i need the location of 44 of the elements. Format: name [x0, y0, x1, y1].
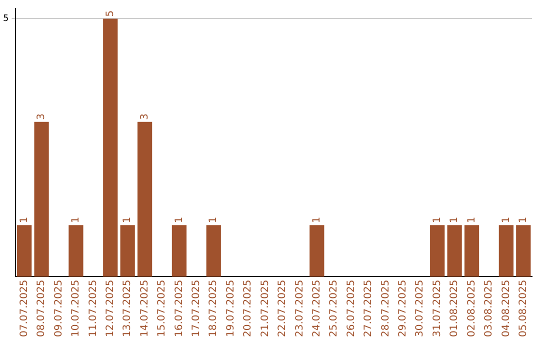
x-tick-label: 28.07.2025	[380, 280, 392, 338]
x-tick-label: 04.08.2025	[500, 280, 512, 338]
x-tick-label: 11.07.2025	[88, 280, 99, 338]
x-tick-label: 27.07.2025	[363, 280, 374, 338]
data-label: 1	[174, 216, 185, 224]
data-label: 3	[139, 114, 150, 120]
x-tick-label: 20.07.2025	[242, 280, 254, 338]
x-tick-label: 02.08.2025	[466, 280, 478, 338]
x-tick-label: 22.07.2025	[277, 280, 288, 338]
x-tick-label: 14.07.2025	[139, 280, 150, 338]
x-tick-label: 19.07.2025	[225, 280, 236, 338]
data-label: 3	[36, 114, 48, 120]
data-label: 1	[449, 216, 460, 224]
data-label: 5	[104, 10, 116, 17]
x-tick-label: 01.08.2025	[449, 280, 460, 338]
data-label: 1	[18, 216, 30, 224]
x-tick-label: 10.07.2025	[70, 280, 82, 338]
x-tick-label: 16.07.2025	[174, 280, 185, 338]
x-tick-label: 26.07.2025	[346, 280, 357, 338]
x-tick-label: 15.07.2025	[156, 280, 168, 338]
x-tick-label: 03.08.2025	[484, 280, 495, 338]
data-label: 1	[466, 216, 478, 224]
x-tick-label: 13.07.2025	[122, 280, 134, 338]
x-tick-label: 08.07.2025	[36, 280, 48, 338]
x-tick-label: 24.07.2025	[311, 280, 322, 338]
data-label: 1	[122, 216, 134, 224]
data-label: 1	[70, 216, 82, 224]
data-label: 1	[500, 216, 512, 224]
x-tick-label: 07.07.2025	[18, 280, 30, 338]
x-tick-label: 05.08.2025	[518, 280, 529, 338]
x-tick-label: 09.07.2025	[53, 280, 64, 338]
x-tick-label: 25.07.2025	[328, 280, 340, 338]
data-label: 1	[518, 216, 529, 224]
x-tick-label: 18.07.2025	[208, 280, 220, 338]
x-tick-label: 30.07.2025	[414, 280, 426, 338]
x-tick-label: 31.07.2025	[432, 280, 443, 338]
x-tick-label: 29.07.2025	[398, 280, 409, 338]
data-label: 1	[208, 216, 220, 224]
x-tick-label: 21.07.2025	[260, 280, 271, 338]
x-tick-label: 12.07.2025	[104, 280, 116, 338]
data-label: 1	[432, 216, 443, 224]
data-label: 1	[311, 216, 322, 224]
x-tick-label: 23.07.2025	[294, 280, 306, 338]
x-tick-label: 17.07.2025	[191, 280, 202, 338]
